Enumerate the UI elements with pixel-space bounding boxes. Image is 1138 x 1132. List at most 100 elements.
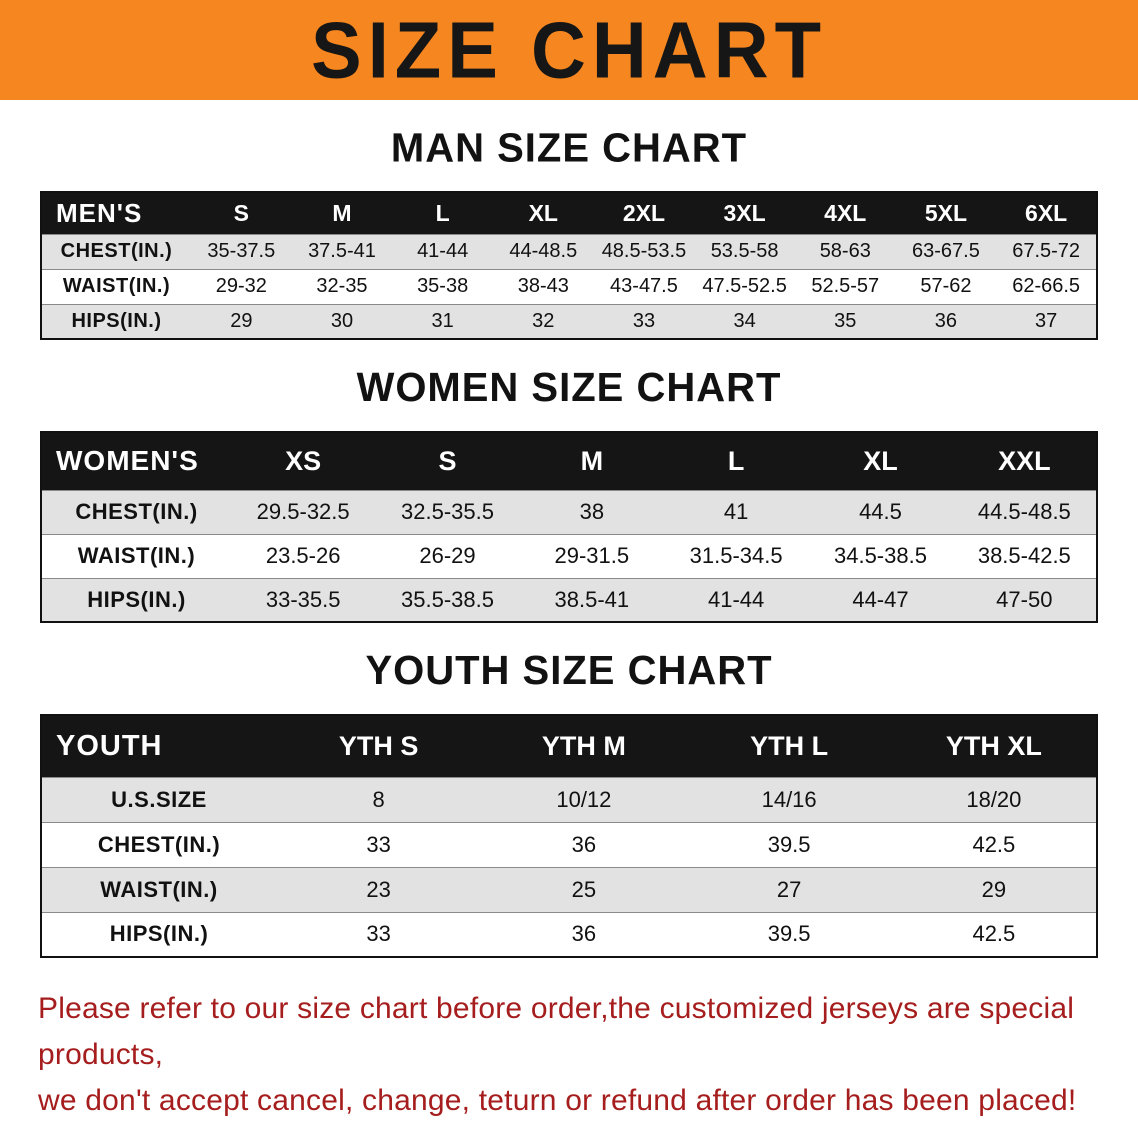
value-cell: 37 <box>996 303 1097 339</box>
size-header-cell: L <box>392 192 493 234</box>
value-cell: 42.5 <box>891 821 1097 867</box>
value-cell: 44.5 <box>808 489 953 534</box>
value-cell: 29-31.5 <box>519 533 664 578</box>
value-cell: 34 <box>694 303 795 339</box>
value-cell: 39.5 <box>686 911 892 957</box>
youth-size-table: YOUTH YTH S YTH M YTH L YTH XL U.S.SIZE 8 10/12… <box>40 714 1098 958</box>
men-size-table: MEN'S S M L XL 2XL 3XL 4XL 5XL 6XL CHEST(IN.) 35-37… <box>40 191 1098 340</box>
row-label-cell: WAIST(IN.) <box>41 533 231 578</box>
value-cell: 35-37.5 <box>191 233 292 269</box>
table-header-row: WOMEN'S XS S M L XL XXL <box>41 432 1097 490</box>
row-label-cell: HIPS(IN.) <box>41 911 276 957</box>
value-cell: 47.5-52.5 <box>694 268 795 304</box>
size-header-cell: XXL <box>952 432 1097 490</box>
value-cell: 37.5-41 <box>291 233 393 269</box>
notice-line-2: we don't accept cancel, change, teturn o… <box>38 1084 1077 1117</box>
value-cell: 41-44 <box>663 577 809 622</box>
value-cell: 48.5-53.5 <box>593 233 695 269</box>
row-label-cell: CHEST(IN.) <box>41 489 231 534</box>
notice-line-1: Please refer to our size chart before or… <box>38 992 1075 1071</box>
value-cell: 44.5-48.5 <box>952 489 1097 534</box>
value-cell: 53.5-58 <box>694 233 795 269</box>
size-header-cell: M <box>291 192 393 234</box>
table-row: CHEST(IN.) 33 36 39.5 42.5 <box>41 821 1097 867</box>
table-row: WAIST(IN.) 23.5-26 26-29 29-31.5 31.5-34.5 34… <box>41 533 1097 578</box>
size-header-cell: YTH XL <box>891 715 1097 777</box>
value-cell: 47-50 <box>952 577 1097 622</box>
size-header-cell: 6XL <box>996 192 1097 234</box>
value-cell: 29-32 <box>191 268 292 304</box>
table-row: HIPS(IN.) 33-35.5 35.5-38.5 38.5-41 41-44 44-… <box>41 577 1097 622</box>
value-cell: 33-35.5 <box>231 577 376 622</box>
value-cell: 35 <box>794 303 896 339</box>
table-title-cell: MEN'S <box>41 192 191 234</box>
size-header-cell: S <box>375 432 520 490</box>
banner-title: SIZE CHART <box>311 5 827 95</box>
row-label-cell: CHEST(IN.) <box>41 821 276 867</box>
value-cell: 18/20 <box>891 776 1097 822</box>
value-cell: 23.5-26 <box>231 533 376 578</box>
table-row: WAIST(IN.) 29-32 32-35 35-38 38-43 43-47.5 47.… <box>41 268 1097 304</box>
size-header-cell: L <box>663 432 809 490</box>
value-cell: 34.5-38.5 <box>808 533 953 578</box>
value-cell: 38.5-41 <box>519 577 664 622</box>
value-cell: 63-67.5 <box>895 233 997 269</box>
value-cell: 52.5-57 <box>794 268 896 304</box>
value-cell: 29 <box>891 866 1097 912</box>
value-cell: 36 <box>481 821 687 867</box>
value-cell: 10/12 <box>481 776 687 822</box>
size-header-cell: 5XL <box>895 192 997 234</box>
value-cell: 35.5-38.5 <box>375 577 520 622</box>
size-header-cell: XL <box>808 432 953 490</box>
size-chart-banner: SIZE CHART <box>0 0 1138 100</box>
size-header-cell: M <box>519 432 664 490</box>
value-cell: 38-43 <box>492 268 594 304</box>
value-cell: 32-35 <box>291 268 393 304</box>
value-cell: 31 <box>392 303 493 339</box>
size-header-cell: YTH L <box>686 715 892 777</box>
size-header-cell: 4XL <box>794 192 896 234</box>
size-header-cell: YTH S <box>276 715 482 777</box>
value-cell: 23 <box>276 866 482 912</box>
table-row: HIPS(IN.) 29 30 31 32 33 34 35 36 37 <box>41 303 1097 339</box>
value-cell: 14/16 <box>686 776 892 822</box>
value-cell: 26-29 <box>375 533 520 578</box>
value-cell: 35-38 <box>392 268 493 304</box>
value-cell: 44-47 <box>808 577 953 622</box>
value-cell: 67.5-72 <box>996 233 1097 269</box>
value-cell: 33 <box>276 911 482 957</box>
value-cell: 42.5 <box>891 911 1097 957</box>
value-cell: 27 <box>686 866 892 912</box>
value-cell: 39.5 <box>686 821 892 867</box>
table-row: U.S.SIZE 8 10/12 14/16 18/20 <box>41 776 1097 822</box>
size-header-cell: S <box>191 192 292 234</box>
value-cell: 36 <box>481 911 687 957</box>
women-size-table: WOMEN'S XS S M L XL XXL CHEST(IN.) 29.5-32.5 32.5… <box>40 431 1098 623</box>
table-title-cell: WOMEN'S <box>41 432 231 490</box>
table-row: CHEST(IN.) 29.5-32.5 32.5-35.5 38 41 44.5 44.5… <box>41 489 1097 534</box>
order-policy-notice: Please refer to our size chart before or… <box>38 986 1100 1124</box>
row-label-cell: U.S.SIZE <box>41 776 276 822</box>
value-cell: 29.5-32.5 <box>231 489 376 534</box>
table-row: HIPS(IN.) 33 36 39.5 42.5 <box>41 911 1097 957</box>
value-cell: 30 <box>291 303 393 339</box>
table-header-row: YOUTH YTH S YTH M YTH L YTH XL <box>41 715 1097 777</box>
table-title-cell: YOUTH <box>41 715 276 777</box>
row-label-cell: HIPS(IN.) <box>41 577 231 622</box>
value-cell: 41-44 <box>392 233 493 269</box>
value-cell: 32.5-35.5 <box>375 489 520 534</box>
value-cell: 57-62 <box>895 268 997 304</box>
value-cell: 38 <box>519 489 664 534</box>
value-cell: 62-66.5 <box>996 268 1097 304</box>
table-header-row: MEN'S S M L XL 2XL 3XL 4XL 5XL 6XL <box>41 192 1097 234</box>
value-cell: 41 <box>663 489 809 534</box>
value-cell: 8 <box>276 776 482 822</box>
value-cell: 29 <box>191 303 292 339</box>
size-header-cell: XS <box>231 432 376 490</box>
value-cell: 44-48.5 <box>492 233 594 269</box>
value-cell: 25 <box>481 866 687 912</box>
value-cell: 31.5-34.5 <box>663 533 809 578</box>
value-cell: 58-63 <box>794 233 896 269</box>
size-header-cell: 3XL <box>694 192 795 234</box>
size-header-cell: XL <box>492 192 594 234</box>
